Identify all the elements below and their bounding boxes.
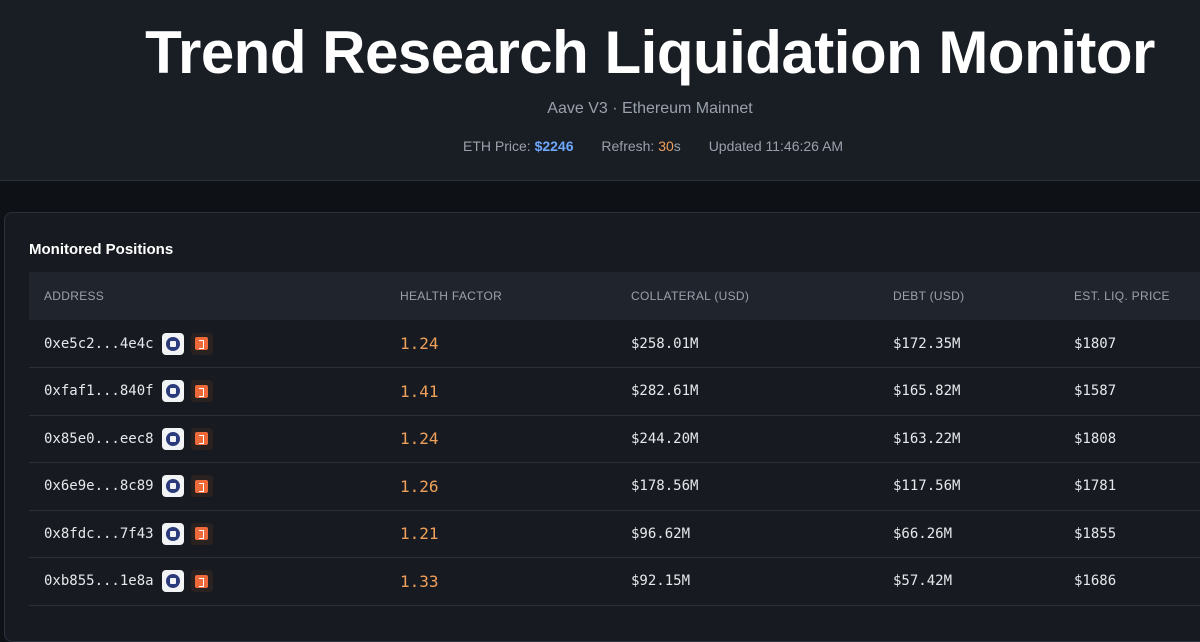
panel-title: Monitored Positions xyxy=(29,241,174,258)
health-factor: 1.26 xyxy=(400,476,439,496)
column-header-health-factor: HEALTH FACTOR xyxy=(400,289,503,303)
liq-price: $1781 xyxy=(1074,478,1117,495)
page-title: Trend Research Liquidation Monitor xyxy=(145,19,1155,86)
liq-price: $1855 xyxy=(1074,525,1117,542)
health-factor: 1.21 xyxy=(400,524,439,544)
health-factor: 1.24 xyxy=(400,334,439,353)
arkham-icon[interactable] xyxy=(190,475,213,498)
liq-price: $1808 xyxy=(1074,430,1117,447)
column-header-collateral: COLLATERAL (USD) xyxy=(631,289,750,303)
positions-table: ADDRESS HEALTH FACTOR COLLATERAL (USD) D… xyxy=(29,272,1200,606)
eth-price-label: ETH Price: xyxy=(463,138,531,154)
arkham-icon[interactable] xyxy=(190,522,213,545)
liq-price: $1587 xyxy=(1074,383,1117,400)
arkham-icon[interactable] xyxy=(190,332,213,355)
column-header-liq-price: EST. LIQ. PRICE xyxy=(1074,289,1170,303)
wallet-address: 0x8fdc...7f43 xyxy=(44,525,154,542)
wallet-address: 0x6e9e...8c89 xyxy=(44,478,154,495)
collateral-value: $244.20M xyxy=(631,430,699,447)
liq-price: $1686 xyxy=(1074,573,1117,590)
collateral-value: $258.01M xyxy=(631,335,699,352)
table-row: 0xb855...1e8a 1.33 $92.15M $57.42M $1686 xyxy=(29,558,1200,605)
wallet-address: 0xfaf1...840f xyxy=(44,383,154,400)
debt-value: $172.35M xyxy=(893,335,961,352)
column-header-debt: DEBT (USD) xyxy=(893,289,965,303)
arkham-icon[interactable] xyxy=(190,427,213,450)
table-row: 0xe5c2...4e4c 1.24 $258.01M $172.35M $18… xyxy=(29,320,1200,368)
table-row: 0xfaf1...840f 1.41 $282.61M $165.82M $15… xyxy=(29,368,1200,415)
table-row: 0x85e0...eec8 1.24 $244.20M $163.22M $18… xyxy=(29,415,1200,463)
health-factor: 1.24 xyxy=(400,429,439,449)
liq-price: $1807 xyxy=(1074,335,1117,352)
debt-value: $57.42M xyxy=(893,573,953,590)
page-header: Trend Research Liquidation Monitor Aave … xyxy=(0,0,1200,181)
updated-time: Updated 11:46:26 AM xyxy=(708,138,844,154)
wallet-address: 0xe5c2...4e4c xyxy=(44,335,154,352)
debt-value: $165.82M xyxy=(893,383,961,400)
debank-icon[interactable] xyxy=(161,475,184,498)
refresh-unit: s xyxy=(673,138,681,154)
collateral-value: $282.61M xyxy=(631,383,699,400)
collateral-value: $92.15M xyxy=(631,573,691,590)
eth-price: ETH Price: $2246 xyxy=(463,138,574,154)
debank-icon[interactable] xyxy=(161,570,184,593)
debank-icon[interactable] xyxy=(161,380,184,403)
positions-panel: Monitored Positions ADDRESS HEALTH FACTO… xyxy=(4,212,1200,642)
table-row: 0x8fdc...7f43 1.21 $96.62M $66.26M $1855 xyxy=(29,510,1200,558)
debt-value: $66.26M xyxy=(893,525,953,542)
eth-price-value: $2246 xyxy=(534,138,574,154)
refresh-label: Refresh: xyxy=(601,138,655,154)
health-factor: 1.33 xyxy=(400,571,439,591)
refresh-interval: Refresh: 30s xyxy=(601,138,680,154)
column-header-address: ADDRESS xyxy=(44,289,105,303)
arkham-icon[interactable] xyxy=(190,570,213,593)
health-factor: 1.41 xyxy=(400,381,439,401)
page-subtitle: Aave V3 · Ethereum Mainnet xyxy=(547,100,753,117)
collateral-value: $96.62M xyxy=(631,525,691,542)
table-row: 0x6e9e...8c89 1.26 $178.56M $117.56M $17… xyxy=(29,463,1200,510)
debank-icon[interactable] xyxy=(161,332,184,355)
status-bar: ETH Price: $2246 Refresh: 30s Updated 11… xyxy=(463,138,867,154)
debank-icon[interactable] xyxy=(161,522,184,545)
debt-value: $163.22M xyxy=(893,430,961,447)
refresh-value: 30 xyxy=(658,138,674,154)
debt-value: $117.56M xyxy=(893,478,961,495)
wallet-address: 0x85e0...eec8 xyxy=(44,430,154,447)
arkham-icon[interactable] xyxy=(190,380,213,403)
collateral-value: $178.56M xyxy=(631,478,699,495)
wallet-address: 0xb855...1e8a xyxy=(44,573,154,590)
table-header-row: ADDRESS HEALTH FACTOR COLLATERAL (USD) D… xyxy=(29,272,1200,320)
debank-icon[interactable] xyxy=(161,427,184,450)
